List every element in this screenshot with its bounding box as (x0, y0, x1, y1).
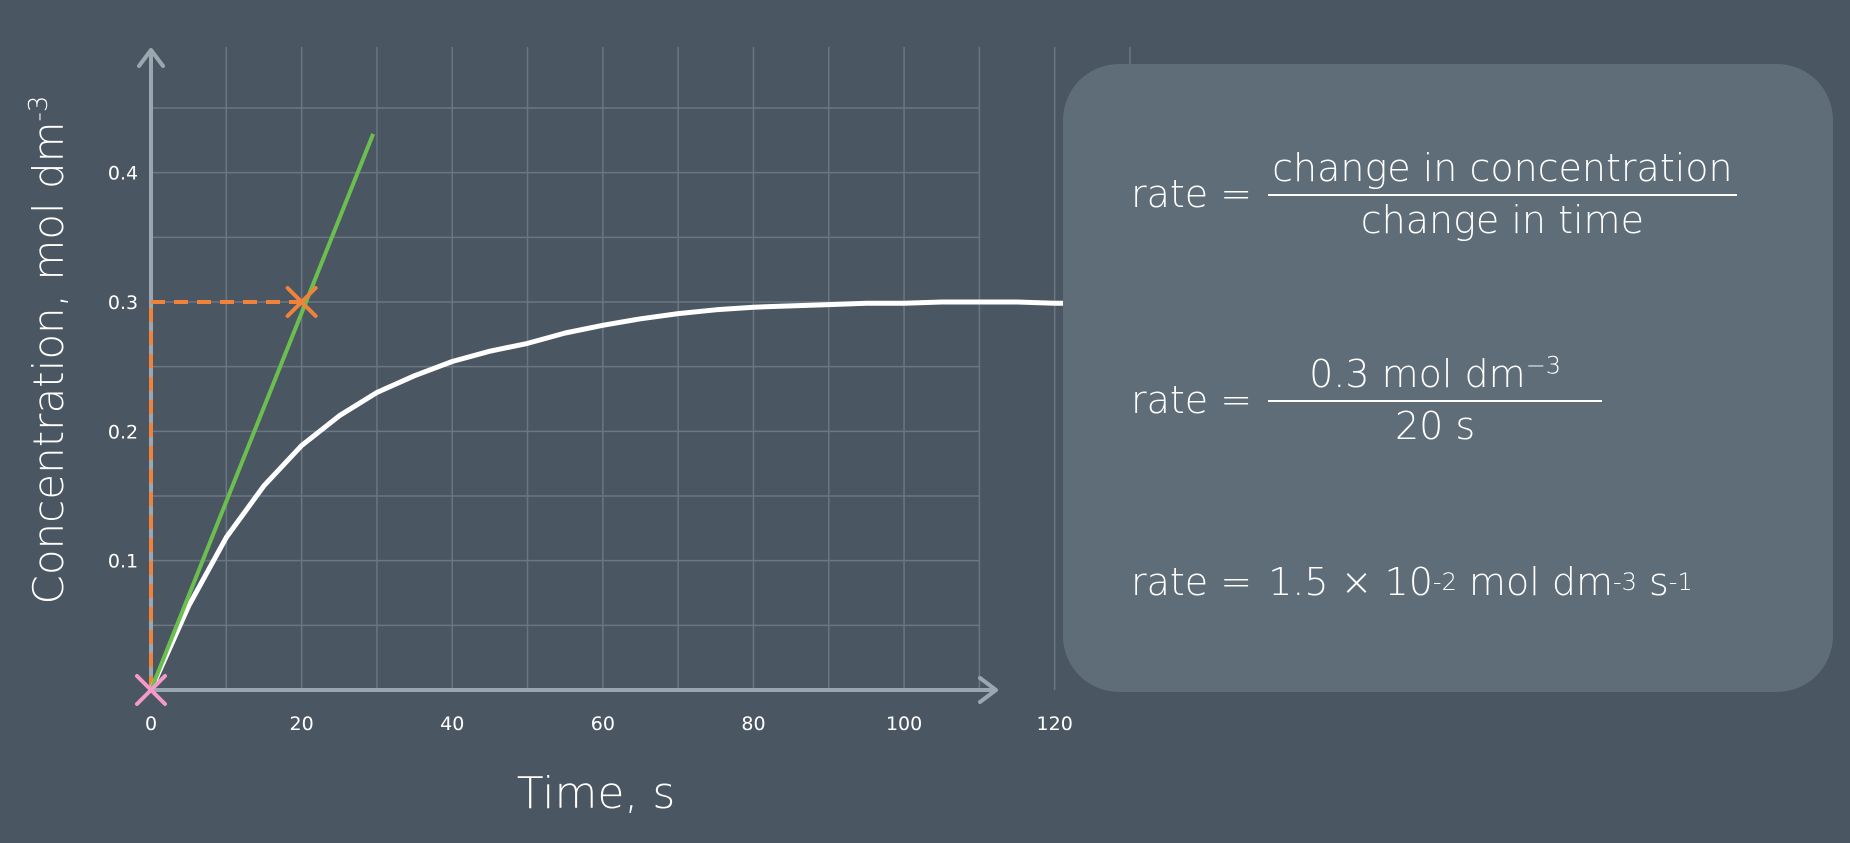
tangent-line (149, 133, 376, 691)
rate-result-equation: rate = 1.5 × 10 -2 mol dm -3 s -1 (1131, 560, 1693, 604)
rate-definition-equation: rate = change in concentration change in… (1131, 146, 1737, 242)
eq2-lhs: rate = (1131, 378, 1253, 422)
y-tick-label: 0.3 (108, 292, 138, 314)
x-tick-label: 20 (290, 713, 314, 735)
eq3-coefficient: 1.5 × 10 (1268, 560, 1433, 604)
eq1-fraction: change in concentration change in time (1268, 146, 1737, 242)
x-tick-label: 60 (591, 713, 615, 735)
eq3-lhs: rate = (1131, 560, 1253, 604)
x-tick-label: 120 (1037, 713, 1073, 735)
concentration-curve (148, 299, 1133, 693)
y-axis-title-main: Concentration, mol dm (24, 121, 73, 604)
y-tick-label: 0.4 (108, 163, 138, 185)
x-tick-label: 100 (886, 713, 922, 735)
y-axis-title: Concentration, mol dm-3 (24, 96, 73, 605)
x-axis-arrow-icon (978, 676, 998, 704)
eq3-unit1: mol dm (1456, 560, 1613, 604)
x-axis-title: Time, s (517, 768, 676, 819)
y-tick-label: 0.2 (108, 421, 138, 443)
x-tick-label: 80 (741, 713, 765, 735)
eq2-numerator-text: 0.3 mol dm (1309, 352, 1526, 396)
chart-series (148, 133, 1133, 693)
x-tick-label: 0 (145, 713, 157, 735)
chart-labels: 0 20 40 60 80 100 120 0.1 0.2 0.3 0.4 (108, 163, 1073, 735)
x-tick-label: 40 (440, 713, 464, 735)
eq2-denominator: 20 s (1394, 404, 1476, 448)
chart-markers (135, 286, 318, 706)
y-axis-arrow-icon (137, 48, 165, 68)
marker-stroke (135, 674, 167, 706)
eq1-denominator: change in time (1360, 198, 1644, 242)
equation-panel: rate = change in concentration change in… (1063, 64, 1833, 692)
marker-stroke (285, 286, 318, 319)
y-tick-label: 0.1 (108, 551, 138, 573)
eq3-unit2: s (1636, 560, 1669, 604)
y-axis-title-sup: -3 (24, 96, 54, 122)
eq1-lhs: rate = (1131, 172, 1253, 216)
chart-axes (137, 48, 998, 704)
eq2-numerator-sup: −3 (1525, 351, 1562, 380)
rate-substitution-equation: rate = 0.3 mol dm−3 20 s (1131, 351, 1603, 448)
eq2-fraction: 0.3 mol dm−3 20 s (1268, 351, 1603, 448)
origin-marker (135, 674, 167, 706)
chart-grid (151, 47, 1131, 690)
eq2-numerator: 0.3 mol dm−3 (1268, 351, 1603, 402)
eq1-numerator: change in concentration (1268, 146, 1737, 196)
tangent-point-marker (285, 286, 318, 319)
